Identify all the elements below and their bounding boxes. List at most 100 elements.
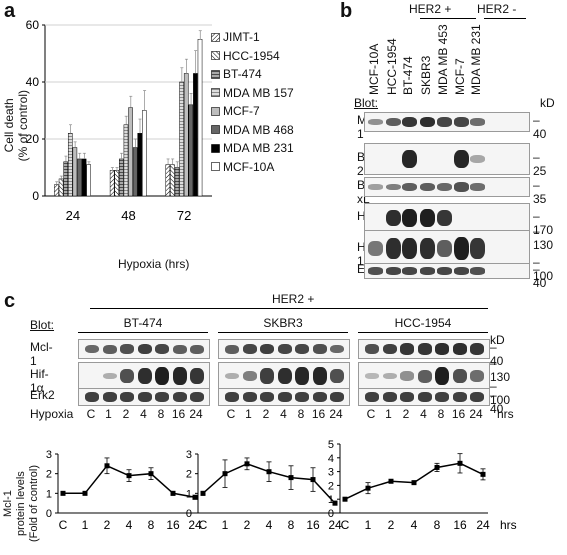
blot-strip [364,177,530,197]
blot-band [437,267,452,275]
legend-swatch [211,143,220,153]
blot-band [452,392,467,402]
bar [63,161,68,197]
blot-band [330,344,344,354]
y-tick-label: 2 [328,480,334,492]
panel-c-letter: c [4,290,16,312]
legend-label: HCC-1954 [223,48,280,63]
lane-label: MCF-7 [453,58,467,95]
blot-band [437,240,452,257]
x-tick-label: 8 [434,518,441,532]
legend-label: MCF-10A [223,159,275,174]
blot-band [120,344,134,354]
blot-band [155,392,169,402]
panel-b-kd-label: kD [540,96,555,110]
hrs-label: hrs [497,407,514,421]
x-tick-label: 1 [365,518,372,532]
data-point [60,490,66,496]
data-point [170,490,176,496]
lane-label: SKBR3 [419,55,433,95]
legend-item: MDA MB 231 [211,141,294,155]
kd-marker: –40 [490,340,504,368]
blot-band [435,343,449,355]
x-tick-label: 4 [411,518,418,532]
blot-strip [78,362,210,390]
panel-a-letter: a [4,0,16,22]
bar [123,124,129,197]
blot-band [172,367,187,385]
blot-strip [364,230,530,267]
blot-band [277,367,292,385]
cell-line-label: HCC-1954 [394,316,452,330]
blot-band [172,392,187,402]
legend-swatch-fill [211,162,220,171]
x-tick-label: 1 [222,518,229,532]
blot-row-label: Erk2 [30,388,55,402]
bar [137,133,143,197]
y-tick-label: 0 [328,508,334,520]
legend-swatch-fill [211,32,220,42]
blot-band [137,392,152,402]
blot-band [312,367,327,385]
legend-swatch-fill [211,88,220,97]
blot-band [470,267,485,275]
x-tick-label: 24 [476,518,490,532]
blot-band [386,267,401,275]
legend-swatch [211,125,220,134]
blot-band [382,372,397,380]
legend-swatch-fill [211,125,220,134]
legend-swatch [211,162,220,171]
lane-label: BT-474 [401,56,415,95]
panel-a-xlabel: Hypoxia (hrs) [118,257,190,271]
blot-band [260,368,274,384]
legend-label: JIMT-1 [223,30,260,44]
timepoint-label: C [366,407,376,421]
panel-b-her2-pos: HER2 + [409,2,452,16]
bar [174,167,180,197]
hrs-axis-label: hrs [500,518,517,532]
y-tick-label: 3 [328,467,334,479]
blot-band [420,208,435,228]
blot-band [260,392,274,402]
legend-swatch-fill [211,69,220,79]
blot-band [420,116,435,128]
bar [128,107,133,197]
blot-band [312,392,327,402]
blot-band [470,238,485,259]
data-point [365,485,371,491]
blot-band [190,367,204,385]
bar [188,104,194,197]
y-tick-label: 1 [46,488,52,500]
blot-band [400,392,414,402]
blot-band [120,368,134,384]
blot-band [85,344,99,354]
timepoint-label: 16 [171,407,186,421]
bar [58,178,64,197]
legend-label: MCF-7 [223,104,260,118]
panel-b-her2-pos-line [420,18,476,19]
bar [81,158,87,197]
blot-band [386,209,401,227]
blot-band [242,343,257,355]
blot-band [172,344,187,354]
blot-band [402,182,417,192]
blot-band [417,392,432,402]
legend-swatch-fill [211,143,220,153]
timepoint-label: C [86,407,96,421]
cell-line-underline [218,332,348,333]
lane-label: MDA MB 231 [469,24,483,95]
blot-band [365,373,379,379]
x-tick-label: 16 [306,518,320,532]
data-point [411,480,417,486]
bar [77,158,82,197]
cell-line-label: SKBR3 [263,316,303,330]
blot-band [400,343,414,355]
legend-label: BT-474 [223,67,262,81]
blot-band [312,344,327,354]
blot-band [402,267,417,275]
legend-item: MDA MB 157 [211,86,294,100]
blot-band [382,392,397,402]
blot-strip [358,388,490,406]
data-point [126,473,132,479]
legend-swatch-fill [211,51,220,60]
